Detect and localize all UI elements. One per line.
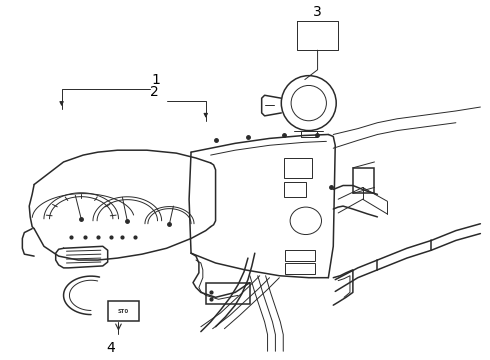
Text: 1: 1 xyxy=(152,73,161,87)
Bar xyxy=(206,283,250,304)
Bar xyxy=(108,301,139,321)
Bar xyxy=(284,181,306,197)
Text: 3: 3 xyxy=(313,5,322,19)
Bar xyxy=(285,263,315,274)
Bar xyxy=(353,168,374,193)
Text: STO: STO xyxy=(118,309,129,314)
Bar xyxy=(285,250,315,261)
Text: 2: 2 xyxy=(150,85,159,99)
Text: 4: 4 xyxy=(106,341,115,355)
Bar xyxy=(284,158,312,177)
